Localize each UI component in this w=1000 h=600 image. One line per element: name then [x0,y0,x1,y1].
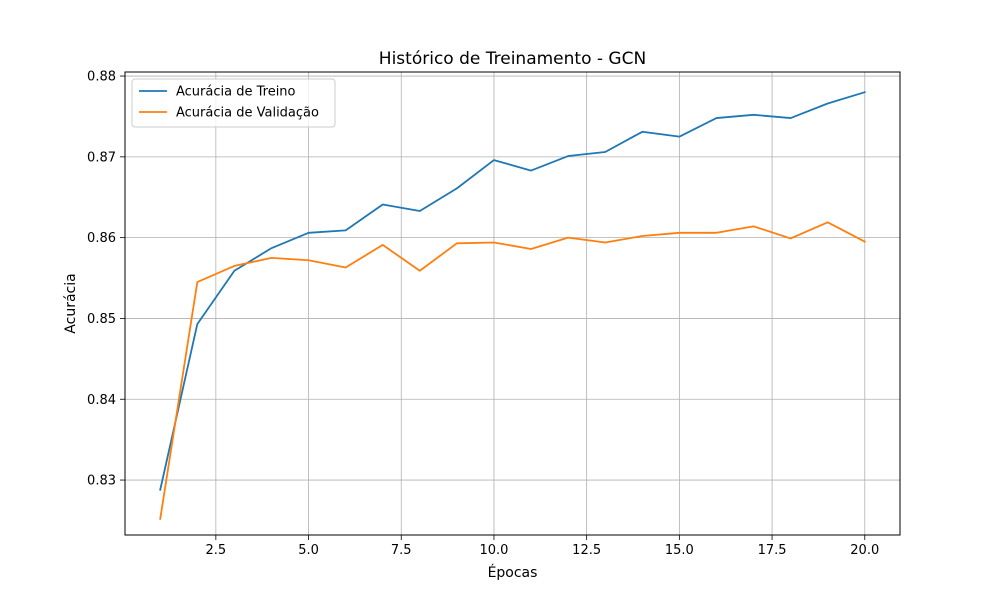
legend-label-validation: Acurácia de Validação [176,106,319,121]
y-tick-label: 0.85 [87,312,116,327]
x-axis-label: Épocas [488,564,538,581]
x-tick-label: 12.5 [572,543,601,558]
series-line-validation [159,221,866,520]
x-tick-label: 10.0 [479,543,508,558]
x-tick-label: 15.0 [665,543,694,558]
legend-label-train: Acurácia de Treino [176,85,296,100]
series-lines [159,91,866,520]
y-tick-label: 0.88 [87,70,116,85]
y-axis-label: Acurácia [63,273,79,333]
legend-box [131,78,336,128]
series-line-train [159,91,866,491]
legend: Acurácia de Treino Acurácia de Validação [131,78,336,128]
y-tick-label: 0.86 [87,231,116,246]
grid [125,72,900,535]
y-tick-label: 0.83 [87,474,116,489]
plot-frame [124,71,901,536]
x-tick-label: 5.0 [298,543,319,558]
chart-title: Histórico de Treinamento - GCN [379,49,646,69]
y-tick-label: 0.84 [87,393,116,408]
y-tick-label: 0.87 [87,150,116,165]
x-tick-label: 7.5 [391,543,412,558]
axis-ticks: 2.5 5.0 7.5 10.0 12.5 15.0 17.5 20.0 0.83 0.84 0.8… [87,70,879,558]
x-tick-label: 2.5 [206,543,227,558]
x-tick-label: 17.5 [758,543,787,558]
x-tick-label: 20.0 [850,543,879,558]
